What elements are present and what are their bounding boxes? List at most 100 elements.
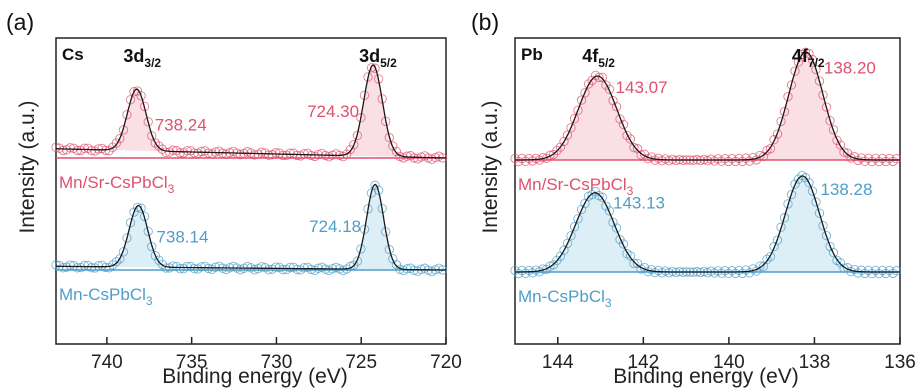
panel-b-series-mn-sr-data-point: [811, 64, 821, 75]
panel-b-series-mn-sr-data-point: [881, 156, 891, 167]
panel-a-series-mn-data-point: [168, 261, 178, 271]
panel-a-series-mn-data-point: [182, 261, 192, 272]
panel-b-series-mn-sr-data-point: [517, 153, 527, 164]
panel-a-series-mn-sr-peak-value: 738.24: [155, 115, 207, 134]
panel-a-series-mn-sr-data-point: [132, 86, 143, 96]
panel-b-series-mn-data-point: [604, 206, 615, 216]
panel-a-series-mn-sr-data-point: [278, 150, 288, 161]
panel-a-series-mn-sr-data-point: [292, 150, 302, 161]
panel-b-series-mn-data-point: [888, 268, 898, 279]
panel-b-series-mn-sr-data-point: [825, 116, 835, 126]
panel-b-x-axis-title: Binding energy (eV): [613, 365, 799, 388]
panel-b-series-mn-data-point: [597, 192, 608, 202]
panel-b-series-mn-data-point: [625, 251, 636, 261]
panel-b-series-mn-data-point: [632, 258, 643, 269]
panel-b-series-mn-sr-data-point: [569, 114, 580, 124]
panel-b-series-mn-sr-data-point: [576, 95, 587, 105]
panel-a-series-mn-sr-data-point: [264, 150, 274, 160]
panel-b-series-mn-data-point: [734, 265, 744, 276]
panel-b-series-mn-data-point: [730, 268, 741, 279]
panel-b: (b) Intensity (a.u.) Binding energy (eV)…: [471, 9, 916, 388]
panel-b-series-mn-data-point: [737, 268, 748, 279]
panel-a-series-mn-data-point: [132, 202, 143, 213]
panel-b-series-mn-sr-data-point: [510, 153, 520, 164]
panel-b-series-mn-sr-peak-fill: [751, 52, 861, 160]
panel-a-series-mn-sr-data-point: [143, 117, 153, 127]
panel-b-series-mn-sr-data-point: [832, 135, 842, 145]
panel-b-y-axis-title: Intensity (a.u.): [479, 100, 502, 233]
panel-a-label: (a): [6, 9, 34, 35]
panel-b-series-mn-sr-data-point: [615, 114, 625, 124]
panel-a-x-tick-label: 730: [261, 352, 293, 373]
panel-b-series-mn-sr-data-point: [737, 156, 748, 167]
panel-b-series-mn-sr-data-point: [786, 80, 797, 90]
panel-a-series-mn-sr-data-point: [93, 144, 104, 154]
panel-a-series-mn-sr-data-point: [384, 132, 394, 143]
panel-b-series-mn-sr-peak-value: 138.20: [824, 59, 876, 78]
panel-b-series-mn-data-point: [811, 197, 821, 207]
panel-b-series-mn-sr-data-point: [783, 91, 793, 102]
panel-a-series-mn-data-point: [175, 264, 185, 274]
panel-a-series-mn-sr-data-point: [161, 147, 171, 157]
panel-b-series-mn-data-point: [562, 238, 573, 249]
panel-b-series-mn-peak-value: 143.13: [613, 194, 665, 213]
panel-b-series-mn-data-point: [818, 221, 828, 231]
panel-a-series-mn-sr-fit-line: [56, 64, 446, 159]
panel-b-series-mn-data-point: [762, 254, 772, 264]
panel-b-series-mn-data-point: [566, 231, 576, 241]
panel-b-series-mn-sr-data-point: [779, 106, 790, 117]
panel-a-series-mn-sr-data-point: [168, 145, 178, 155]
panel-a-series-mn-sr-data-point: [72, 145, 82, 156]
panel-a-series-mn-sr-data-point: [125, 95, 136, 105]
panel-b-series-mn-data-point: [828, 247, 839, 258]
panel-a-orbital-label: 3d5/2: [359, 46, 397, 70]
panel-a-series-mn-sr-data-point: [65, 143, 75, 153]
panel-b-series-mn-data-point: [804, 177, 814, 188]
panel-b-series-mn-sr-data-point: [618, 119, 629, 130]
panel-b-series-mn-sr-data-point: [622, 130, 632, 141]
panel-a-series-mn-data-point: [136, 203, 146, 213]
panel-b-series-mn-data-point: [881, 268, 891, 279]
panel-a-series-mn-sr-data-point: [349, 140, 359, 150]
panel-b-series-mn-sr-data-point: [874, 156, 884, 167]
panel-a-series-mn-peak-value: 724.18: [309, 217, 361, 236]
panel-a-series-mn-data-point: [373, 185, 384, 195]
panel-b-series-mn-data-point: [587, 190, 597, 200]
panel-b-series-mn-sr-data-point: [636, 150, 646, 160]
panel-b-series-mn-sr-data-point: [583, 79, 594, 89]
panel-b-series-mn-sr-fit-line: [515, 51, 900, 161]
panel-b-series-mn-data-point: [807, 186, 818, 196]
panel-a-series-mn-data-point: [129, 207, 139, 217]
panel-b-series-mn-data-point: [800, 173, 811, 183]
panel-b-series-mn-data-point: [856, 265, 867, 275]
panel-b-series-mn-sr-data-point: [730, 156, 741, 167]
panel-b-series-mn-data-point: [776, 222, 786, 232]
panel-b-series-mn-sr-data-point: [741, 153, 751, 163]
panel-b-series-mn-data-point: [520, 268, 531, 278]
panel-b-plot-frame: [514, 37, 901, 345]
panel-b-series-mn-data-point: [513, 268, 524, 279]
panel-a-element-label: Cs: [62, 45, 84, 64]
panel-b-series-mn-sr-data-point: [744, 156, 755, 166]
panel-a-series-mn-data-point: [79, 260, 90, 271]
panel-b-series-mn-data-point: [765, 251, 776, 262]
panel-a-series-mn-data-point: [86, 263, 97, 273]
panel-b-series-mn-data-point: [601, 201, 611, 211]
panel-b-series-mn-peak-value: 138.28: [820, 180, 872, 199]
panel-a-series-mn-sr-data-point: [129, 87, 139, 97]
panel-a-series-mn-sr-data-point: [118, 125, 129, 135]
panel-b-x-tick-label: 140: [713, 352, 745, 373]
panel-b-series-mn-sr-data-point: [814, 76, 825, 86]
panel-a-series-mn-sr-data-point: [299, 149, 309, 159]
panel-b-orbital-label: 4f7/2: [792, 46, 825, 70]
panel-a-series-mn-data-point: [278, 265, 288, 275]
panel-b-series-mn-data-point: [723, 268, 734, 278]
panel-b-series-mn-data-point: [874, 268, 884, 279]
panel-b-orbital-label: 4f5/2: [582, 46, 615, 70]
panel-b-series-mn-sr-data-point: [888, 156, 898, 167]
panel-b-x-tick-label: 136: [884, 352, 916, 373]
panel-a-x-tick-label: 720: [430, 352, 462, 373]
panel-a-series-mn-sr-data-point: [189, 148, 199, 158]
panel-b-series-mn-sr-data-point: [793, 57, 804, 67]
panel-b-series-mn-label: Mn-CsPbCl3: [518, 287, 612, 310]
